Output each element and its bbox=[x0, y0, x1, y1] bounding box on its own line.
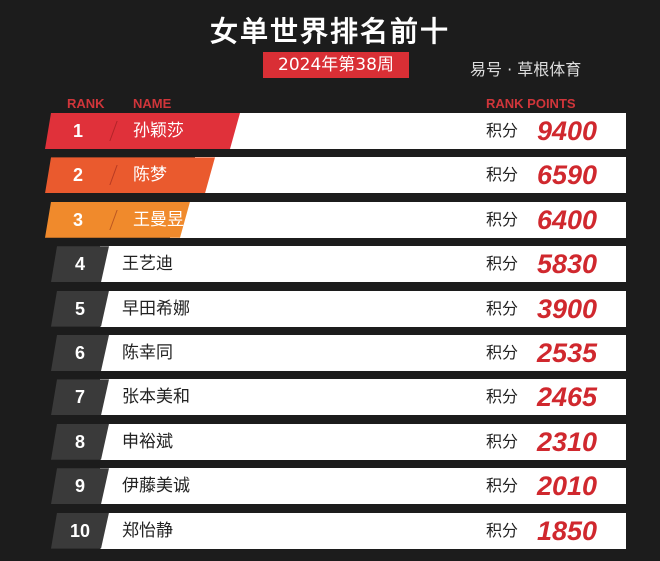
row-background bbox=[195, 157, 626, 194]
ranking-row: 7 张本美和 积分 2465 bbox=[0, 379, 660, 416]
rank-points: 1850 bbox=[537, 515, 598, 546]
rank-points: 2310 bbox=[537, 426, 598, 457]
points-label: 积分 bbox=[486, 431, 519, 451]
points-label: 积分 bbox=[486, 121, 519, 140]
points-label: 积分 bbox=[486, 209, 519, 229]
row-background bbox=[100, 468, 626, 505]
points-label: 积分 bbox=[486, 520, 519, 540]
rank-number: 8 bbox=[74, 431, 85, 452]
rank-highlight bbox=[45, 157, 215, 193]
rank-block bbox=[51, 513, 109, 549]
player-name: 陈幸同 bbox=[122, 343, 173, 363]
player-name: 伊藤美诚 bbox=[122, 476, 190, 497]
ranking-row: 2 陈梦 积分 6590 bbox=[0, 157, 660, 194]
points-label: 积分 bbox=[486, 165, 519, 185]
rank-number: 9 bbox=[74, 476, 85, 497]
rank-block bbox=[51, 379, 109, 415]
header-points: RANK POINTS bbox=[486, 96, 576, 111]
points-label: 积分 bbox=[486, 387, 519, 407]
rank-number: 1 bbox=[72, 121, 83, 141]
page-title: 女单世界排名前十 bbox=[209, 15, 450, 48]
rank-highlight bbox=[45, 202, 190, 238]
player-name: 郑怡静 bbox=[122, 520, 173, 541]
row-background bbox=[220, 113, 626, 149]
ranking-row: 1 孙颖莎 积分 9400 bbox=[0, 113, 660, 149]
ranking-row: 9 伊藤美诚 积分 2010 bbox=[0, 468, 660, 505]
player-name: 陈梦 bbox=[133, 165, 167, 186]
player-name: 王曼昱 bbox=[133, 209, 184, 230]
player-name: 王艺迪 bbox=[122, 254, 173, 275]
rank-points: 2465 bbox=[537, 382, 598, 413]
rank-points: 2010 bbox=[537, 471, 598, 502]
rank-points: 6400 bbox=[537, 204, 598, 235]
rank-points: 9400 bbox=[537, 116, 598, 146]
header-rank: RANK bbox=[67, 96, 105, 111]
player-name: 早田希娜 bbox=[122, 298, 190, 319]
row-background bbox=[170, 201, 626, 238]
ranking-row: 5 早田希娜 积分 3900 bbox=[0, 290, 660, 327]
rank-number: 7 bbox=[74, 387, 85, 408]
row-background bbox=[100, 379, 626, 416]
header-name: NAME bbox=[133, 96, 172, 111]
row-background bbox=[100, 512, 626, 549]
row-background bbox=[100, 335, 626, 371]
points-label: 积分 bbox=[486, 343, 519, 362]
player-name: 申裕斌 bbox=[122, 431, 173, 452]
row-background bbox=[100, 246, 626, 283]
rank-number: 5 bbox=[74, 298, 85, 319]
rank-points: 5830 bbox=[537, 249, 598, 280]
ranking-row: 8 申裕斌 积分 2310 bbox=[0, 423, 660, 460]
ranking-row: 3 王曼昱 积分 6400 bbox=[0, 201, 660, 238]
rank-number: 2 bbox=[72, 165, 83, 186]
rank-number: 4 bbox=[74, 254, 85, 275]
player-name: 孙颖莎 bbox=[133, 121, 184, 141]
ranking-row: 6 陈幸同 积分 2535 bbox=[0, 335, 660, 371]
points-label: 积分 bbox=[486, 298, 519, 318]
points-label: 积分 bbox=[486, 254, 519, 274]
rank-number: 10 bbox=[69, 520, 91, 541]
week-badge: 2024年第38周 bbox=[263, 52, 409, 78]
rank-highlight bbox=[45, 113, 240, 149]
rank-block bbox=[51, 246, 109, 282]
rank-number: 3 bbox=[72, 209, 83, 230]
rank-number: 6 bbox=[74, 343, 85, 363]
row-background bbox=[100, 423, 626, 460]
rank-block bbox=[51, 468, 109, 504]
watermark: 易号 · 草根体育 bbox=[470, 60, 582, 79]
row-background bbox=[100, 290, 626, 327]
points-label: 积分 bbox=[486, 476, 519, 496]
rank-points: 6590 bbox=[537, 160, 598, 191]
rank-block bbox=[51, 424, 109, 460]
rank-block bbox=[51, 291, 109, 327]
rank-block bbox=[51, 335, 109, 371]
rank-points: 3900 bbox=[537, 293, 598, 324]
ranking-row: 10 郑怡静 积分 1850 bbox=[0, 512, 660, 549]
ranking-row: 4 王艺迪 积分 5830 bbox=[0, 246, 660, 283]
rank-points: 2535 bbox=[537, 338, 598, 368]
player-name: 张本美和 bbox=[122, 387, 190, 408]
